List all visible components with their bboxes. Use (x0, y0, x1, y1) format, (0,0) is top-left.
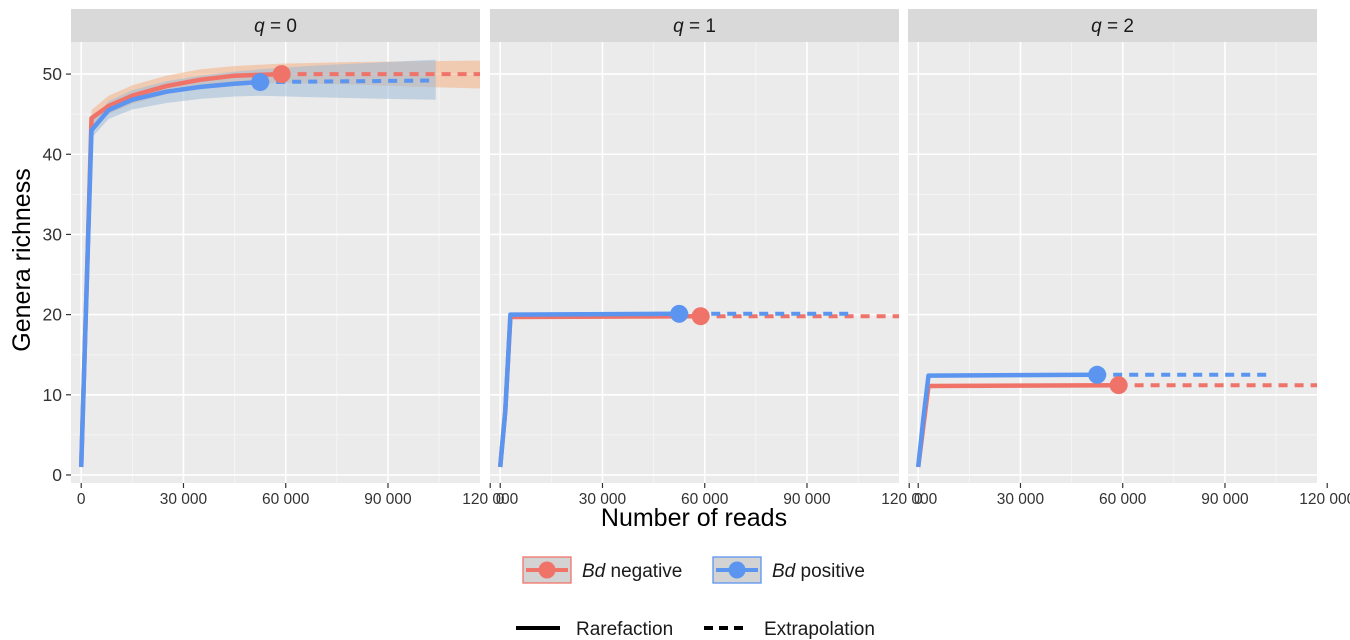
x-tick-label: 120 000 (1299, 491, 1350, 508)
facet-strip-variable: q (673, 16, 684, 37)
facet-panel-0: q = 0 0 30 000 60 000 90 000 120 000 (71, 9, 519, 508)
rarefaction-line-1 (915, 372, 1098, 468)
extrapolation-line-1 (260, 78, 436, 85)
y-axis: 0 10 20 30 40 50 (43, 64, 71, 485)
confidence-ribbon-1 (91, 59, 436, 139)
facet-strip-variable: q (1091, 16, 1102, 37)
y-axis-label: Genera richness (8, 168, 36, 351)
x-tick-label: 120 000 (881, 491, 937, 508)
legend-key-point-0 (538, 561, 556, 579)
legend-key-point-1 (728, 561, 746, 579)
x-tick-label: 0 (496, 491, 505, 508)
y-tick-label: 20 (43, 305, 63, 325)
facet-strip-value: = 1 (684, 16, 716, 37)
legend-label-rest: positive (795, 561, 865, 582)
y-tick-label: 10 (43, 385, 63, 405)
linetype-label-1: Extrapolation (764, 619, 875, 640)
y-tick-label: 0 (52, 465, 62, 485)
x-tick-label: 90 000 (783, 491, 831, 508)
observed-point-0 (1109, 376, 1128, 395)
observed-point-1 (251, 73, 270, 92)
x-tick-label: 90 000 (364, 491, 412, 508)
facet-panels: q = 0 0 30 000 60 000 90 000 120 000 q = 1 0 30 … (71, 9, 1350, 508)
facet-strip (71, 9, 480, 42)
legend-label-0: Bd negative (582, 561, 682, 582)
facet-strip-label: q = 1 (673, 16, 716, 37)
x-tick-label: 30 000 (579, 491, 627, 508)
x-axis-label: Number of reads (601, 504, 787, 532)
legend-label-1: Bd positive (772, 561, 865, 582)
facet-strip-label: q = 0 (254, 16, 297, 37)
x-tick-label: 90 000 (1201, 491, 1249, 508)
x-tick-label: 60 000 (1099, 491, 1147, 508)
linetype-label-0: Rarefaction (576, 619, 673, 640)
x-tick-label: 60 000 (262, 491, 310, 508)
x-tick-label: 0 (77, 491, 86, 508)
x-tick-label: 120 000 (462, 491, 518, 508)
panel-background (490, 42, 899, 483)
rarefaction-line-1 (78, 79, 261, 468)
facet-strip (490, 9, 899, 42)
observed-point-1 (670, 304, 689, 323)
facet-panel-2: q = 2 0 30 000 60 000 90 000 120 000 (908, 9, 1350, 508)
facet-strip (908, 9, 1317, 42)
y-tick-label: 30 (43, 224, 63, 244)
legend-label-rest: negative (605, 561, 682, 582)
facet-strip-value: = 2 (1102, 16, 1134, 37)
y-tick-label: 50 (43, 64, 63, 84)
observed-point-0 (691, 307, 710, 326)
observed-point-0 (272, 65, 291, 84)
facet-strip-label: q = 2 (1091, 16, 1134, 37)
x-tick-label: 30 000 (997, 491, 1045, 508)
y-tick-label: 40 (43, 144, 63, 164)
legend-label-italic: Bd (772, 561, 797, 582)
x-tick-label: 60 000 (681, 491, 729, 508)
rarefaction-line-1 (497, 311, 680, 468)
facet-strip-variable: q (254, 16, 265, 37)
observed-point-1 (1088, 365, 1107, 384)
x-tick-label: 30 000 (160, 491, 208, 508)
facet-panel-1: q = 1 0 30 000 60 000 90 000 120 000 (490, 9, 938, 508)
legend-label-italic: Bd (582, 561, 607, 582)
panel-background (908, 42, 1317, 483)
panel-background (71, 42, 480, 483)
x-tick-label: 0 (914, 491, 923, 508)
facet-strip-value: = 0 (265, 16, 297, 37)
